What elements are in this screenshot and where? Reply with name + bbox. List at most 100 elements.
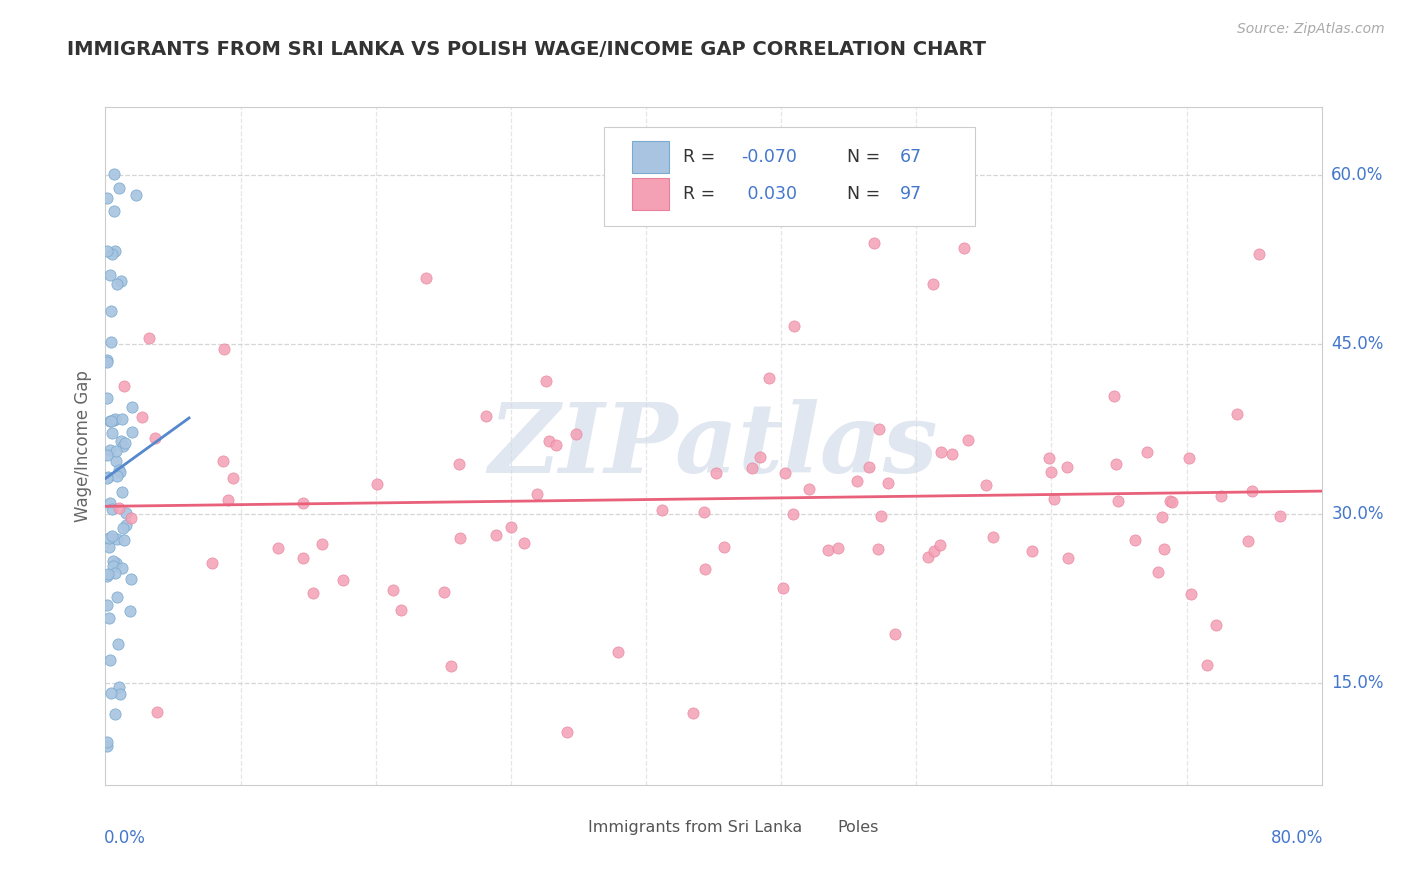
Point xyxy=(104,706,127,721)
Point xyxy=(332,573,354,587)
Text: 30.0%: 30.0% xyxy=(1331,505,1384,523)
Point xyxy=(292,496,315,510)
Point xyxy=(98,531,121,545)
Point xyxy=(201,557,224,571)
Point xyxy=(1056,550,1078,565)
Point xyxy=(1107,494,1129,508)
Point xyxy=(267,541,290,555)
Point xyxy=(957,433,980,447)
Point xyxy=(1153,541,1175,556)
Text: ZIPatlas: ZIPatlas xyxy=(489,399,938,493)
Point xyxy=(1042,491,1064,506)
Point xyxy=(108,181,131,195)
Point xyxy=(105,590,128,604)
Point xyxy=(845,475,868,489)
Text: R =: R = xyxy=(683,148,716,166)
Point xyxy=(1102,389,1125,403)
Point xyxy=(1039,465,1062,479)
Point xyxy=(100,304,122,318)
Point xyxy=(536,375,558,389)
Point xyxy=(103,413,125,427)
Point xyxy=(101,559,124,574)
Point xyxy=(922,544,945,558)
Point xyxy=(858,459,880,474)
Point xyxy=(1038,451,1060,466)
Point xyxy=(799,483,821,497)
Point xyxy=(555,724,578,739)
Point xyxy=(101,247,124,261)
Point xyxy=(108,680,131,694)
Point xyxy=(758,370,780,384)
Point xyxy=(440,659,463,673)
Point xyxy=(366,477,388,491)
Point xyxy=(108,500,131,515)
Point xyxy=(115,506,138,520)
Point xyxy=(381,582,404,597)
Point xyxy=(98,414,121,428)
Text: N =: N = xyxy=(848,185,880,202)
Point xyxy=(1240,484,1263,499)
Point xyxy=(98,653,121,667)
Point xyxy=(100,501,122,516)
Point xyxy=(100,334,122,349)
Point xyxy=(538,434,561,448)
Point xyxy=(1226,407,1249,421)
Text: 80.0%: 80.0% xyxy=(1271,829,1323,847)
Point xyxy=(120,572,142,586)
Point xyxy=(112,533,135,548)
Point xyxy=(651,503,673,517)
Point xyxy=(773,467,796,481)
Point xyxy=(121,401,143,415)
Point xyxy=(111,484,134,499)
Point xyxy=(1180,586,1202,600)
Point xyxy=(131,410,153,425)
Point xyxy=(1205,618,1227,632)
Point xyxy=(104,244,127,258)
Point xyxy=(953,241,976,255)
Y-axis label: Wage/Income Gap: Wage/Income Gap xyxy=(73,370,91,522)
Text: R =: R = xyxy=(683,185,716,202)
Point xyxy=(447,457,470,471)
Point xyxy=(783,319,806,334)
Point xyxy=(868,542,890,557)
Point xyxy=(1237,533,1260,548)
Point xyxy=(565,427,588,442)
Point xyxy=(501,520,523,534)
Point xyxy=(883,627,905,641)
Point xyxy=(682,706,704,720)
Point xyxy=(981,530,1004,544)
Point xyxy=(111,561,134,575)
Point xyxy=(291,550,314,565)
Point xyxy=(929,538,952,552)
Point xyxy=(101,529,124,543)
Point xyxy=(748,450,770,465)
Text: 0.030: 0.030 xyxy=(741,185,797,202)
Point xyxy=(741,461,763,475)
Point xyxy=(114,436,136,450)
Point xyxy=(96,244,118,259)
Point xyxy=(1209,489,1232,503)
Point xyxy=(96,354,118,368)
Text: Immigrants from Sri Lanka: Immigrants from Sri Lanka xyxy=(588,820,803,835)
Point xyxy=(713,541,735,555)
Point xyxy=(544,438,567,452)
Point xyxy=(1268,508,1291,523)
Point xyxy=(104,444,127,458)
Point xyxy=(929,445,952,459)
Text: 67: 67 xyxy=(900,148,922,166)
Point xyxy=(212,454,235,468)
FancyBboxPatch shape xyxy=(605,128,974,226)
Point xyxy=(862,236,884,251)
Point xyxy=(1123,533,1146,547)
Text: 0.0%: 0.0% xyxy=(104,829,146,847)
Point xyxy=(526,487,548,501)
Point xyxy=(1105,457,1128,471)
Point xyxy=(876,476,898,491)
Point xyxy=(415,271,437,285)
Text: 45.0%: 45.0% xyxy=(1331,335,1384,353)
Text: IMMIGRANTS FROM SRI LANKA VS POLISH WAGE/INCOME GAP CORRELATION CHART: IMMIGRANTS FROM SRI LANKA VS POLISH WAGE… xyxy=(67,40,987,59)
Point xyxy=(108,463,131,477)
Text: Poles: Poles xyxy=(838,820,879,835)
Point xyxy=(772,582,794,596)
Point xyxy=(606,645,628,659)
